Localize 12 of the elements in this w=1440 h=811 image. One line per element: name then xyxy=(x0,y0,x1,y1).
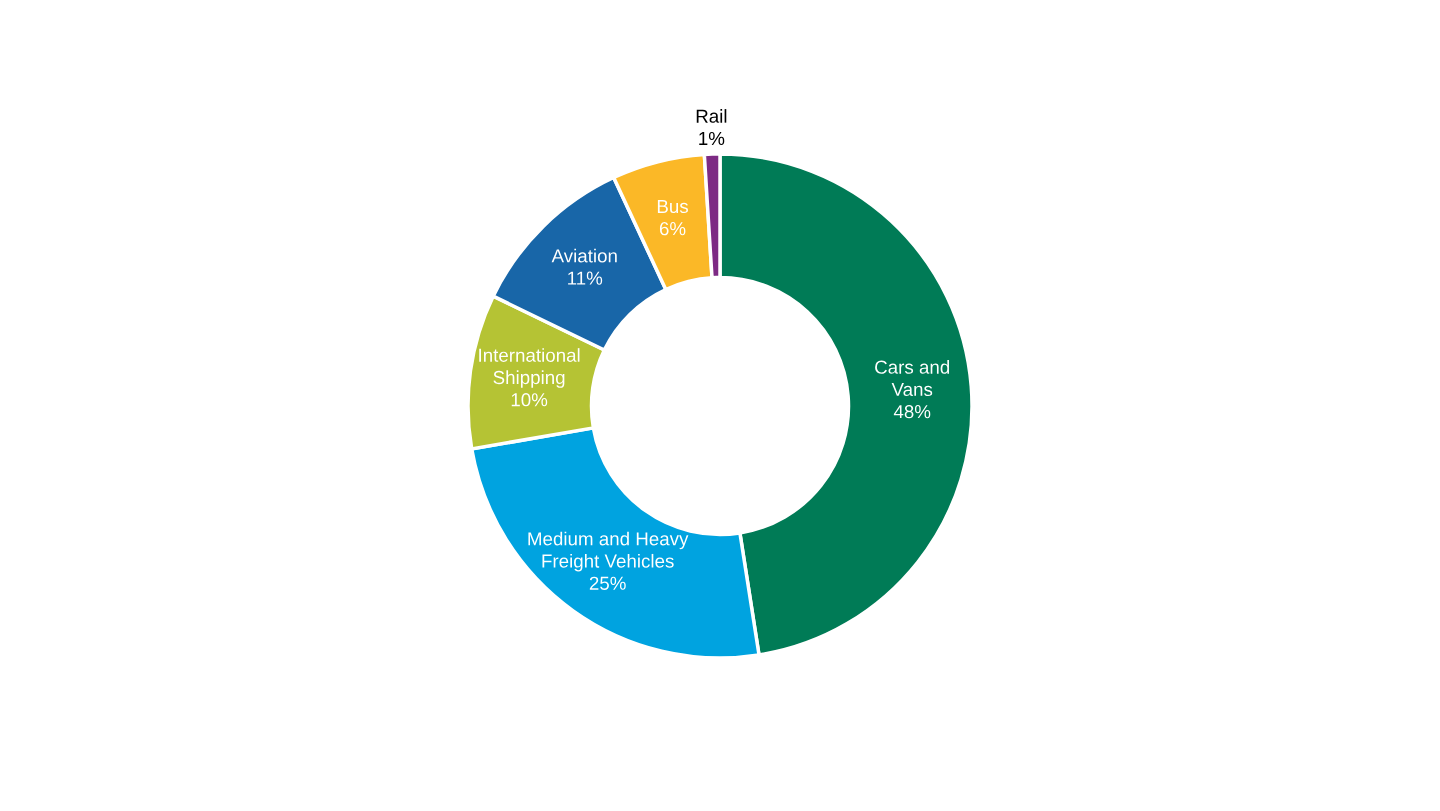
data-label: 25% xyxy=(589,576,626,590)
slice-label: Cars and Vans xyxy=(875,360,950,397)
slice-label: Medium and Heavy Freight Vehicles xyxy=(528,531,689,572)
data-label: 6% xyxy=(659,222,686,236)
data-label: 10% xyxy=(511,393,548,407)
data-label: 48% xyxy=(893,405,931,419)
slice-label: Bus xyxy=(657,199,688,214)
data-label: 11% xyxy=(568,271,603,285)
slice-label: Rail xyxy=(696,109,727,123)
slice-label: Aviation xyxy=(551,248,617,263)
slice-label: International Shipping xyxy=(479,348,580,388)
data-label: 1% xyxy=(699,131,725,146)
